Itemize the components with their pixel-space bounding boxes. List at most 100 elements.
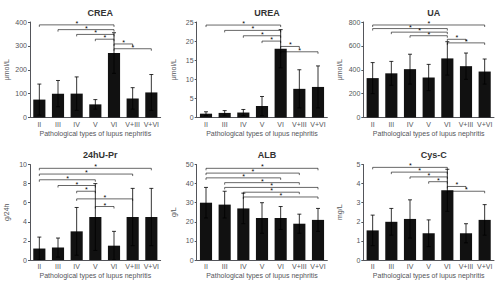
svg-text:CREA: CREA: [88, 8, 114, 18]
svg-text:*: *: [251, 25, 254, 32]
svg-text:IV: IV: [240, 263, 247, 270]
svg-text:400: 400: [349, 66, 361, 73]
svg-text:*: *: [94, 163, 97, 170]
svg-text:VI: VI: [111, 263, 118, 270]
svg-text:V: V: [93, 263, 98, 270]
svg-text:Pathological types of lupus ne: Pathological types of lupus nephritis: [373, 272, 485, 280]
svg-text:V+VI: V+VI: [144, 263, 159, 270]
svg-text:V+VI: V+VI: [310, 121, 325, 128]
svg-text:600: 600: [349, 42, 361, 49]
svg-text:5: 5: [356, 161, 360, 168]
svg-text:*: *: [131, 44, 134, 51]
svg-text:20: 20: [186, 218, 194, 225]
svg-text:UA: UA: [427, 8, 440, 18]
svg-text:*: *: [437, 177, 440, 184]
svg-text:0: 0: [356, 257, 360, 264]
svg-text:4: 4: [23, 218, 27, 225]
svg-text:g/L: g/L: [170, 207, 178, 217]
svg-text:*: *: [261, 31, 264, 38]
svg-text:*: *: [103, 34, 106, 41]
svg-text:2: 2: [356, 218, 360, 225]
svg-text:10: 10: [186, 237, 194, 244]
svg-text:0: 0: [190, 114, 194, 121]
svg-text:0: 0: [356, 114, 360, 121]
svg-text:μmol/L: μmol/L: [336, 59, 344, 80]
svg-text:III: III: [222, 263, 228, 270]
svg-text:*: *: [465, 186, 468, 193]
svg-text:V+III: V+III: [125, 121, 140, 128]
svg-text:20: 20: [186, 38, 194, 45]
svg-text:*: *: [427, 172, 430, 179]
svg-text:200: 200: [349, 90, 361, 97]
svg-text:V+III: V+III: [459, 121, 474, 128]
svg-text:VI: VI: [444, 121, 451, 128]
svg-text:VI: VI: [444, 263, 451, 270]
svg-text:3: 3: [356, 199, 360, 206]
svg-text:0: 0: [190, 257, 194, 264]
svg-text:4: 4: [356, 180, 360, 187]
svg-text:*: *: [242, 173, 245, 180]
svg-text:*: *: [94, 29, 97, 36]
svg-text:II: II: [37, 263, 41, 270]
svg-text:*: *: [418, 27, 421, 34]
svg-text:mg/L: mg/L: [336, 204, 344, 220]
svg-text:50: 50: [186, 161, 194, 168]
svg-text:III: III: [55, 121, 61, 128]
svg-text:*: *: [409, 24, 412, 31]
svg-text:40: 40: [186, 180, 194, 187]
svg-text:VI: VI: [277, 121, 284, 128]
svg-text:Pathological types of lupus ne: Pathological types of lupus nephritis: [39, 130, 151, 138]
svg-text:*: *: [85, 186, 88, 193]
svg-text:V+VI: V+VI: [144, 121, 159, 128]
svg-text:μmol/L: μmol/L: [170, 59, 178, 80]
svg-text:III: III: [388, 121, 394, 128]
svg-text:Pathological types of lupus ne: Pathological types of lupus nephritis: [39, 272, 151, 280]
svg-text:Cys-C: Cys-C: [421, 150, 448, 160]
svg-text:*: *: [75, 181, 78, 188]
svg-text:IV: IV: [407, 263, 414, 270]
svg-text:*: *: [251, 168, 254, 175]
svg-text:*: *: [455, 181, 458, 188]
svg-text:V: V: [93, 121, 98, 128]
svg-text:10: 10: [186, 76, 194, 83]
svg-text:V: V: [260, 121, 265, 128]
svg-text:800: 800: [349, 19, 361, 26]
svg-text:g/24h: g/24h: [3, 203, 11, 221]
svg-text:400: 400: [15, 19, 27, 26]
svg-text:V+III: V+III: [292, 263, 307, 270]
svg-text:*: *: [103, 202, 106, 209]
svg-text:*: *: [279, 192, 282, 199]
svg-text:30: 30: [186, 199, 194, 206]
svg-text:II: II: [204, 121, 208, 128]
svg-text:V+VI: V+VI: [310, 263, 325, 270]
svg-text:III: III: [55, 263, 61, 270]
svg-text:8: 8: [23, 180, 27, 187]
svg-text:*: *: [270, 187, 273, 194]
svg-text:ALB: ALB: [258, 150, 277, 160]
svg-text:*: *: [427, 31, 430, 38]
svg-text:*: *: [455, 34, 458, 41]
svg-text:II: II: [37, 121, 41, 128]
svg-text:III: III: [388, 263, 394, 270]
svg-text:IV: IV: [73, 263, 80, 270]
svg-text:25: 25: [186, 19, 194, 26]
svg-text:*: *: [122, 39, 125, 46]
svg-text:6: 6: [23, 199, 27, 206]
svg-text:V+III: V+III: [292, 121, 307, 128]
svg-text:*: *: [465, 38, 468, 45]
svg-text:15: 15: [186, 57, 194, 64]
svg-text:300: 300: [15, 42, 27, 49]
svg-text:*: *: [261, 163, 264, 170]
svg-text:V+III: V+III: [125, 263, 140, 270]
svg-text:*: *: [418, 167, 421, 174]
svg-text:*: *: [298, 47, 301, 54]
svg-text:1: 1: [356, 237, 360, 244]
svg-text:*: *: [409, 162, 412, 169]
svg-text:*: *: [75, 20, 78, 27]
svg-text:Pathological types of lupus ne: Pathological types of lupus nephritis: [206, 130, 318, 138]
svg-text:Pathological types of lupus ne: Pathological types of lupus nephritis: [206, 272, 318, 280]
svg-text:IV: IV: [240, 121, 247, 128]
svg-text:0: 0: [23, 114, 27, 121]
svg-text:*: *: [289, 41, 292, 48]
svg-text:200: 200: [15, 66, 27, 73]
